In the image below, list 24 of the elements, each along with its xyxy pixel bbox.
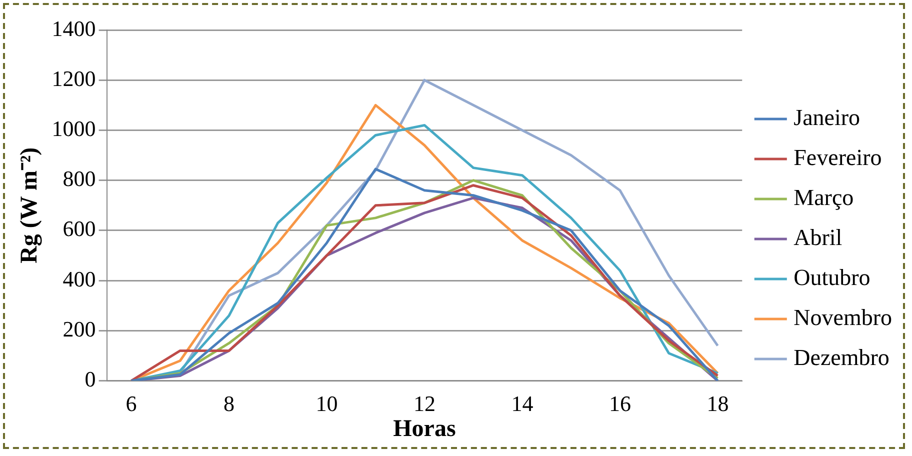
- y-tick-label: 800: [62, 166, 96, 192]
- legend-label: Dezembro: [794, 345, 890, 370]
- x-tick-label: 14: [511, 390, 534, 416]
- legend-label: Outubro: [794, 265, 870, 290]
- y-tick-label: 400: [62, 266, 96, 292]
- y-tick-label: 1000: [52, 116, 96, 142]
- legend-label: Abril: [794, 225, 842, 250]
- legend-label: Fevereiro: [794, 145, 882, 170]
- x-tick-label: 6: [126, 390, 137, 416]
- x-tick-label: 8: [223, 390, 234, 416]
- y-tick-label: 600: [62, 216, 96, 242]
- y-tick-label: 1400: [52, 16, 96, 41]
- y-tick-label: 0: [84, 366, 96, 392]
- x-tick-label: 16: [608, 390, 631, 416]
- legend-label: Março: [794, 185, 854, 210]
- y-tick-label: 1200: [52, 66, 96, 91]
- legend-label: Janeiro: [794, 105, 860, 130]
- x-tick-label: 10: [316, 390, 338, 416]
- x-tick-label: 18: [706, 390, 729, 416]
- y-axis-title: Rg (W m⁻²): [16, 147, 43, 264]
- legend-label: Novembro: [794, 305, 892, 330]
- y-tick-label: 200: [62, 316, 96, 342]
- x-axis-title: Horas: [393, 416, 456, 442]
- x-tick-label: 12: [413, 390, 436, 416]
